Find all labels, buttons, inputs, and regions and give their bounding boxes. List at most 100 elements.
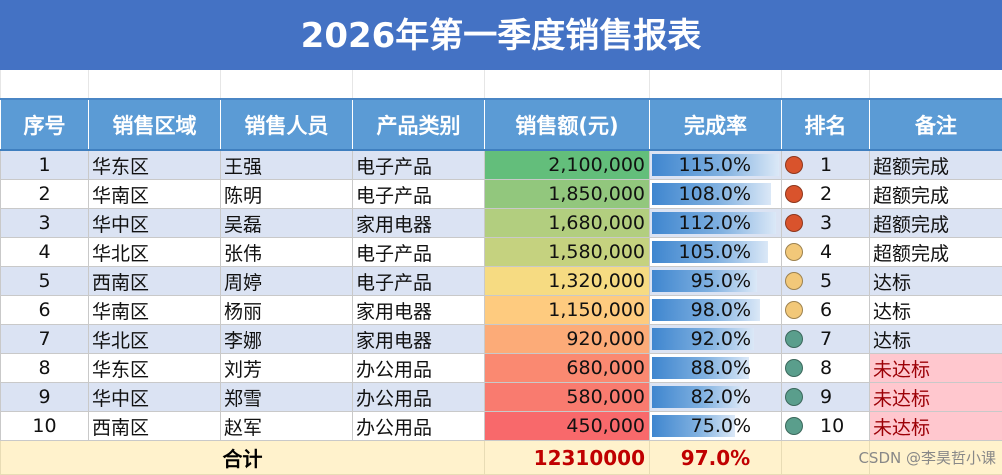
total-label[interactable]: 合计 (1, 441, 485, 475)
cell-person[interactable]: 赵军 (221, 412, 353, 441)
cell-category[interactable]: 办公用品 (353, 412, 485, 441)
cell-amount[interactable]: 450,000 (485, 412, 650, 441)
cell-amount[interactable]: 580,000 (485, 383, 650, 412)
cell-person[interactable]: 王强 (221, 150, 353, 180)
header-note[interactable]: 备注 (870, 99, 1002, 150)
cell-no[interactable]: 4 (1, 238, 89, 267)
cell-region[interactable]: 华东区 (89, 150, 221, 180)
rate-value: 95.0% (650, 270, 781, 292)
cell-category[interactable]: 办公用品 (353, 354, 485, 383)
cell-rate[interactable]: 98.0% (650, 296, 782, 325)
cell-no[interactable]: 3 (1, 209, 89, 238)
cell-category[interactable]: 家用电器 (353, 296, 485, 325)
cell-rank[interactable]: 6 (782, 296, 870, 325)
cell-category[interactable]: 电子产品 (353, 238, 485, 267)
cell-rate[interactable]: 95.0% (650, 267, 782, 296)
header-rate[interactable]: 完成率 (650, 99, 782, 150)
cell-note[interactable]: 未达标 (870, 412, 1002, 441)
cell-region[interactable]: 西南区 (89, 412, 221, 441)
cell-note[interactable]: 达标 (870, 267, 1002, 296)
cell-no[interactable]: 2 (1, 180, 89, 209)
cell-category[interactable]: 电子产品 (353, 180, 485, 209)
rank-circle-icon (785, 214, 803, 232)
cell-amount[interactable]: 920,000 (485, 325, 650, 354)
cell-amount[interactable]: 1,320,000 (485, 267, 650, 296)
cell-person[interactable]: 刘芳 (221, 354, 353, 383)
cell-region[interactable]: 西南区 (89, 267, 221, 296)
rank-circle-icon (785, 417, 803, 435)
cell-note[interactable]: 超额完成 (870, 180, 1002, 209)
header-category[interactable]: 产品类别 (353, 99, 485, 150)
header-region[interactable]: 销售区域 (89, 99, 221, 150)
cell-region[interactable]: 华南区 (89, 180, 221, 209)
cell-region[interactable]: 华中区 (89, 383, 221, 412)
cell-rate[interactable]: 112.0% (650, 209, 782, 238)
cell-no[interactable]: 1 (1, 150, 89, 180)
cell-rank[interactable]: 7 (782, 325, 870, 354)
cell-rate[interactable]: 105.0% (650, 238, 782, 267)
cell-rank[interactable]: 9 (782, 383, 870, 412)
cell-region[interactable]: 华南区 (89, 296, 221, 325)
cell-note[interactable]: 达标 (870, 325, 1002, 354)
csdn-watermark: CSDN @李昊哲小课 (858, 447, 996, 468)
cell-region[interactable]: 华东区 (89, 354, 221, 383)
cell-note[interactable]: 未达标 (870, 383, 1002, 412)
cell-amount[interactable]: 1,680,000 (485, 209, 650, 238)
cell-rank[interactable]: 3 (782, 209, 870, 238)
cell-note[interactable]: 超额完成 (870, 150, 1002, 180)
cell-person[interactable]: 杨丽 (221, 296, 353, 325)
header-person[interactable]: 销售人员 (221, 99, 353, 150)
cell-rate[interactable]: 82.0% (650, 383, 782, 412)
cell-person[interactable]: 李娜 (221, 325, 353, 354)
cell-person[interactable]: 郑雪 (221, 383, 353, 412)
cell-person[interactable]: 周婷 (221, 267, 353, 296)
cell-category[interactable]: 电子产品 (353, 150, 485, 180)
rank-circle-icon (785, 359, 803, 377)
cell-region[interactable]: 华中区 (89, 209, 221, 238)
cell-rank[interactable]: 5 (782, 267, 870, 296)
rate-value: 115.0% (650, 154, 781, 176)
cell-amount[interactable]: 1,850,000 (485, 180, 650, 209)
cell-category[interactable]: 电子产品 (353, 267, 485, 296)
cell-person[interactable]: 张伟 (221, 238, 353, 267)
cell-no[interactable]: 9 (1, 383, 89, 412)
cell-rate[interactable]: 92.0% (650, 325, 782, 354)
cell-note[interactable]: 未达标 (870, 354, 1002, 383)
cell-no[interactable]: 8 (1, 354, 89, 383)
cell-note[interactable]: 达标 (870, 296, 1002, 325)
cell-rate[interactable]: 75.0% (650, 412, 782, 441)
cell-rate[interactable]: 88.0% (650, 354, 782, 383)
cell-rank[interactable]: 1 (782, 150, 870, 180)
cell-region[interactable]: 华北区 (89, 325, 221, 354)
rate-value: 75.0% (650, 415, 781, 437)
cell-category[interactable]: 办公用品 (353, 383, 485, 412)
cell-amount[interactable]: 680,000 (485, 354, 650, 383)
header-no[interactable]: 序号 (1, 99, 89, 150)
total-amount[interactable]: 12310000 (485, 441, 650, 475)
cell-rank[interactable]: 10 (782, 412, 870, 441)
cell-amount[interactable]: 1,150,000 (485, 296, 650, 325)
total-rate[interactable]: 97.0% (650, 441, 782, 475)
cell-rank[interactable]: 8 (782, 354, 870, 383)
cell-note[interactable]: 超额完成 (870, 209, 1002, 238)
header-rank[interactable]: 排名 (782, 99, 870, 150)
cell-rate[interactable]: 115.0% (650, 150, 782, 180)
cell-note[interactable]: 超额完成 (870, 238, 1002, 267)
cell-amount[interactable]: 1,580,000 (485, 238, 650, 267)
cell-no[interactable]: 7 (1, 325, 89, 354)
header-amount[interactable]: 销售额(元) (485, 99, 650, 150)
cell-rank[interactable]: 2 (782, 180, 870, 209)
cell-person[interactable]: 陈明 (221, 180, 353, 209)
cell-no[interactable]: 5 (1, 267, 89, 296)
cell-rate[interactable]: 108.0% (650, 180, 782, 209)
cell-category[interactable]: 家用电器 (353, 209, 485, 238)
cell-region[interactable]: 华北区 (89, 238, 221, 267)
cell-no[interactable]: 10 (1, 412, 89, 441)
cell-person[interactable]: 吴磊 (221, 209, 353, 238)
cell-no[interactable]: 6 (1, 296, 89, 325)
cell-amount[interactable]: 2,100,000 (485, 150, 650, 180)
cell-category[interactable]: 家用电器 (353, 325, 485, 354)
total-rank-cell[interactable] (782, 441, 870, 475)
cell-rank[interactable]: 4 (782, 238, 870, 267)
